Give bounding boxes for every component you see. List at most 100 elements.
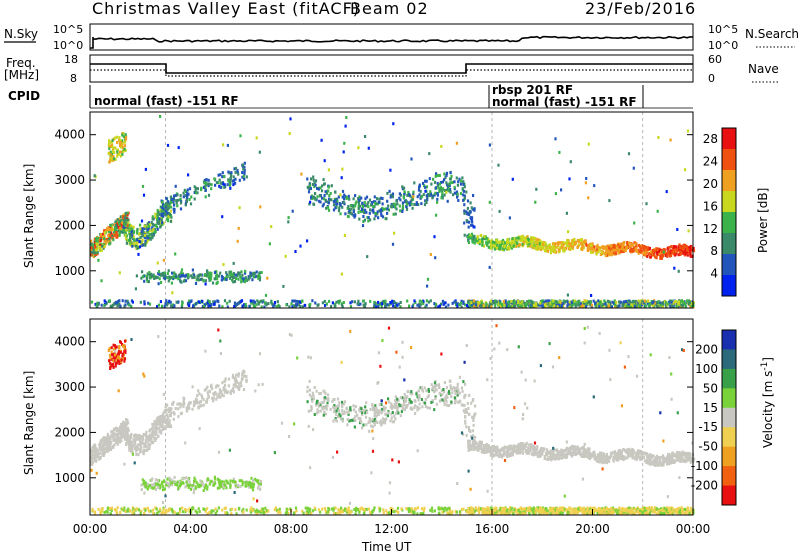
scatter-cell — [94, 453, 97, 457]
scatter-cell — [99, 455, 102, 459]
scatter-cell — [627, 243, 630, 247]
scatter-cell — [511, 239, 514, 242]
scatter-cell — [244, 480, 247, 484]
scatter-cell — [186, 188, 189, 192]
scatter-cell — [639, 248, 642, 252]
scatter-cell — [401, 201, 404, 205]
scatter-cell — [374, 214, 377, 218]
scatter-cell — [562, 249, 565, 252]
scatter-cell — [599, 253, 602, 256]
scatter-cell — [100, 242, 103, 246]
scatter-cell — [495, 245, 498, 249]
scatter-cell — [341, 409, 344, 413]
scatter-cell — [230, 171, 233, 175]
scatter-cell — [488, 265, 491, 269]
scatter-cell — [322, 202, 325, 206]
scatter-cell — [485, 236, 488, 240]
scatter-cell — [258, 150, 261, 154]
scatter-cell — [414, 412, 417, 415]
scatter-cell — [108, 237, 111, 241]
scatter-cell — [661, 301, 664, 305]
scatter-cell — [502, 240, 505, 244]
scatter-cell — [214, 183, 217, 187]
scatter-cell — [140, 440, 143, 444]
scatter-cell — [216, 486, 219, 490]
scatter-cell — [109, 447, 112, 451]
scatter-cell — [337, 195, 340, 199]
scatter-cell — [329, 407, 332, 411]
scatter-cell — [234, 273, 237, 277]
scatter-cell — [213, 302, 216, 306]
scatter-cell — [387, 208, 390, 212]
scatter-cell — [90, 460, 93, 464]
scatter-cell — [381, 202, 384, 206]
scatter-cell — [172, 277, 175, 281]
scatter-cell — [643, 251, 646, 255]
freq-tick-high: 18 — [64, 53, 78, 66]
scatter-cell — [637, 299, 640, 303]
scatter-cell — [134, 287, 137, 291]
scatter-cell — [463, 233, 466, 237]
scatter-cell — [653, 253, 656, 257]
scatter-cell — [440, 196, 443, 200]
scatter-cell — [299, 244, 302, 248]
scatter-cell — [621, 241, 624, 245]
scatter-cell — [191, 484, 194, 488]
scatter-cell — [436, 184, 439, 188]
scatter-cell — [126, 211, 129, 215]
scatter-cell — [364, 302, 367, 306]
scatter-cell — [443, 178, 446, 182]
scatter-cell — [558, 150, 561, 154]
scatter-cell — [212, 396, 215, 400]
scatter-cell — [644, 253, 647, 257]
scatter-cell — [124, 303, 127, 307]
scatter-cell — [363, 218, 366, 222]
scatter-cell — [464, 303, 467, 307]
scatter-cell — [154, 212, 157, 216]
scatter-cell — [584, 239, 587, 243]
scatter-cell — [525, 241, 528, 245]
scatter-cell — [108, 446, 111, 450]
scatter-cell — [187, 173, 190, 177]
scatter-cell — [490, 246, 493, 250]
scatter-cell — [103, 239, 106, 243]
scatter-cell — [218, 388, 221, 392]
scatter-cell — [319, 403, 322, 407]
scatter-cell — [165, 204, 168, 208]
scatter-cell — [551, 242, 555, 246]
scatter-cell — [119, 140, 122, 144]
scatter-cell — [456, 192, 459, 196]
scatter-cell — [238, 382, 241, 386]
scatter-cell — [554, 299, 557, 303]
scatter-cell — [378, 409, 381, 413]
scatter-cell — [234, 177, 237, 181]
scatter-cell — [616, 245, 619, 249]
scatter-cell — [321, 204, 324, 208]
scatter-cell — [418, 184, 421, 188]
scatter-cell — [362, 299, 365, 303]
scatter-cell — [120, 428, 123, 432]
scatter-cell — [361, 224, 365, 228]
scatter-cell — [673, 245, 676, 248]
scatter-cell — [426, 192, 430, 196]
scatter-cell — [119, 154, 122, 158]
scatter-cell — [476, 241, 479, 244]
scatter-cell — [401, 396, 404, 400]
scatter-cell — [424, 185, 427, 189]
scatter-cell — [501, 238, 505, 242]
scatter-cell — [567, 230, 570, 234]
scatter-cell — [222, 263, 225, 267]
scatter-cell — [680, 299, 683, 303]
scatter-cell — [567, 302, 570, 306]
scatter-cell — [476, 234, 479, 238]
scatter-cell — [179, 201, 183, 205]
scatter-cell — [206, 397, 209, 401]
scatter-cell — [436, 193, 439, 197]
scatter-cell — [248, 485, 251, 489]
scatter-cell — [167, 214, 170, 218]
scatter-cell — [550, 249, 553, 253]
scatter-cell — [375, 406, 378, 410]
scatter-cell — [431, 196, 434, 200]
scatter-cell — [126, 431, 129, 435]
scatter-cell — [451, 181, 454, 184]
